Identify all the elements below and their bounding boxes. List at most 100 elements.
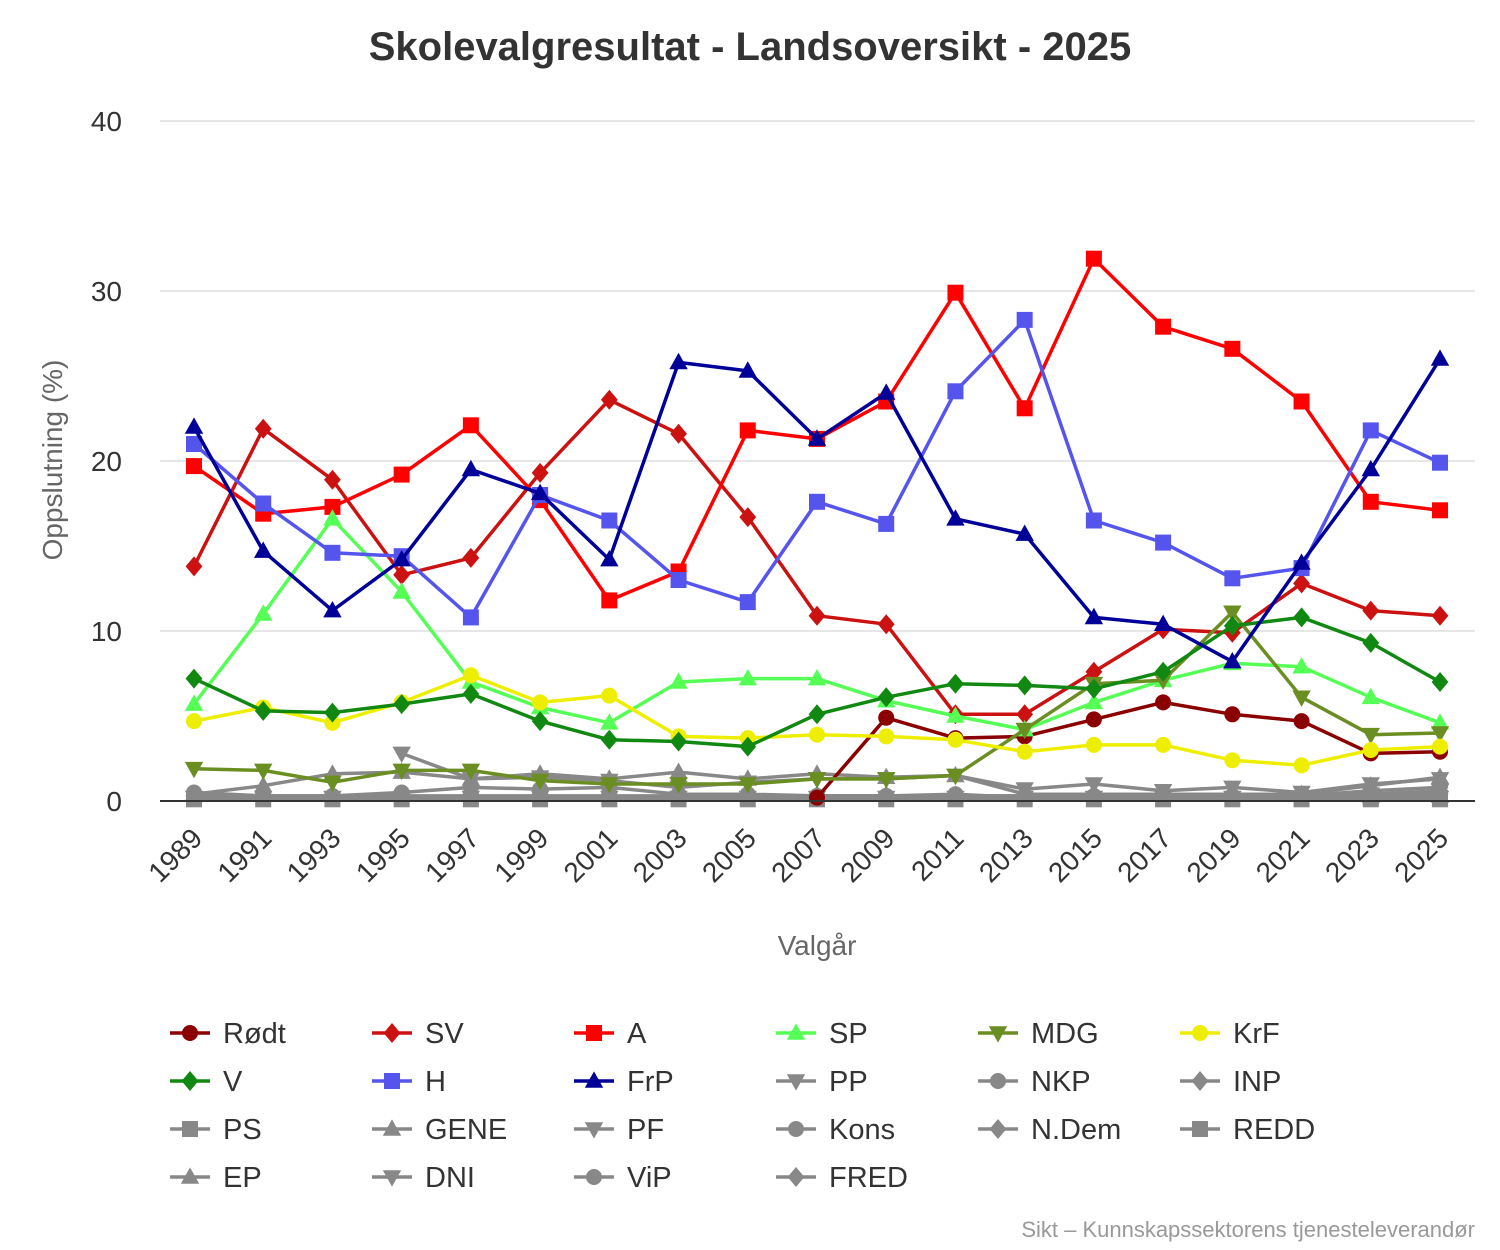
data-point-mdg xyxy=(946,768,965,786)
data-point-sp xyxy=(738,669,757,686)
data-point-sp xyxy=(1292,657,1311,674)
legend-item-ps[interactable]: PS xyxy=(170,1114,262,1146)
legend-label-pf: PF xyxy=(627,1114,664,1146)
legend-label-n-dem: N.Dem xyxy=(1031,1114,1121,1146)
data-point-sv xyxy=(1016,704,1034,725)
data-point-mdg xyxy=(1430,726,1450,743)
legend-item-vip[interactable]: ViP xyxy=(574,1162,672,1194)
legend-item-r-dt[interactable]: Rødt xyxy=(170,1018,286,1050)
x-tick-label: 2025 xyxy=(1388,822,1454,888)
y-axis-ticks: 0 10 20 30 40 xyxy=(91,106,122,817)
legend-label-dni: DNI xyxy=(425,1162,475,1194)
legend-item-dni[interactable]: DNI xyxy=(372,1162,475,1194)
legend-marker-krf xyxy=(1192,1025,1208,1041)
data-point-sv xyxy=(739,507,757,528)
data-point-sp xyxy=(1361,687,1380,705)
legend-marker-h xyxy=(384,1073,400,1089)
legend-item-gene[interactable]: GENE xyxy=(372,1114,507,1146)
data-point-ps xyxy=(739,791,756,808)
data-point-v xyxy=(1016,675,1034,696)
data-point-frp xyxy=(1015,524,1034,541)
data-point-kons xyxy=(1085,787,1102,804)
legend-item-frp[interactable]: FrP xyxy=(574,1066,674,1098)
legend-marker-dni xyxy=(382,1170,402,1187)
legend-label-mdg: MDG xyxy=(1031,1018,1099,1050)
x-tick-label: 1991 xyxy=(211,822,277,888)
data-point-sv xyxy=(1293,573,1310,594)
x-tick-label: 2003 xyxy=(627,822,693,888)
data-point-v xyxy=(1085,678,1103,699)
legend-item-a[interactable]: A xyxy=(574,1018,647,1050)
legend-marker-mdg xyxy=(988,1026,1008,1043)
data-point-h xyxy=(1016,311,1033,328)
legend-marker-a xyxy=(586,1025,602,1041)
data-point-ps xyxy=(324,791,341,808)
data-point-sv xyxy=(254,418,272,439)
series-mdg xyxy=(184,605,1450,794)
x-tick-label: 2007 xyxy=(765,822,831,888)
x-tick-label: 1989 xyxy=(142,822,208,888)
data-point-h xyxy=(462,609,479,626)
data-point-h xyxy=(1362,422,1379,439)
data-point-mdg xyxy=(1015,722,1034,740)
data-point-krf xyxy=(1362,742,1379,758)
data-point-frp xyxy=(807,429,827,446)
legend-marker-vip xyxy=(586,1169,602,1185)
data-point-krf xyxy=(1432,738,1448,755)
data-point-sp xyxy=(946,706,965,723)
data-point-a xyxy=(1155,318,1172,335)
data-point-mdg xyxy=(323,775,342,792)
legend-item-kons[interactable]: Kons xyxy=(776,1114,895,1146)
data-point-h xyxy=(809,493,825,510)
legend-item-pp[interactable]: PP xyxy=(776,1066,868,1098)
legend-item-sp[interactable]: SP xyxy=(776,1018,868,1050)
chart-title: Skolevalgresultat - Landsoversikt - 2025 xyxy=(369,25,1132,69)
legend-item-v[interactable]: V xyxy=(170,1066,243,1098)
data-point-r-dt xyxy=(1224,706,1241,723)
data-point-sv xyxy=(393,564,411,585)
legend-item-nkp[interactable]: NKP xyxy=(978,1066,1091,1098)
x-tick-label: 2017 xyxy=(1111,822,1177,888)
data-point-sv xyxy=(670,423,687,444)
data-point-krf xyxy=(1155,736,1172,753)
data-point-sv xyxy=(600,389,618,410)
legend-item-fred[interactable]: FRED xyxy=(776,1162,908,1194)
legend-marker-sp xyxy=(786,1023,806,1040)
data-point-v xyxy=(808,704,826,725)
data-point-mdg xyxy=(600,777,619,794)
legend-item-h[interactable]: H xyxy=(372,1066,446,1098)
data-point-krf xyxy=(1016,743,1033,760)
legend-item-pf[interactable]: PF xyxy=(574,1114,664,1146)
data-point-sp xyxy=(600,713,619,730)
data-point-gene xyxy=(184,784,204,801)
legend-label-a: A xyxy=(627,1018,647,1050)
y-axis-title: Oppslutning (%) xyxy=(37,360,68,561)
data-point-r-dt xyxy=(809,789,825,806)
legend-label-ep: EP xyxy=(223,1162,262,1194)
data-point-a xyxy=(462,417,479,434)
data-point-frp xyxy=(1223,652,1242,669)
data-point-v xyxy=(670,731,687,752)
legend-item-n-dem[interactable]: N.Dem xyxy=(978,1114,1121,1146)
legend-item-redd[interactable]: REDD xyxy=(1180,1114,1315,1146)
legend-item-sv[interactable]: SV xyxy=(372,1018,464,1050)
x-axis-title: Valgår xyxy=(778,930,857,961)
data-point-a xyxy=(1432,502,1448,519)
x-tick-label: 1997 xyxy=(419,822,485,888)
legend-label-nkp: NKP xyxy=(1031,1066,1091,1098)
legend-marker-nkp xyxy=(990,1073,1006,1089)
legend-item-ep[interactable]: EP xyxy=(170,1162,262,1194)
legend-item-mdg[interactable]: MDG xyxy=(978,1018,1099,1050)
data-point-r-dt xyxy=(1293,713,1310,730)
data-point-frp xyxy=(1361,459,1380,477)
data-point-r-dt xyxy=(1155,694,1172,711)
data-point-kons xyxy=(1224,787,1241,804)
data-point-krf xyxy=(947,731,964,748)
data-point-pf xyxy=(392,746,411,763)
legend-item-krf[interactable]: KrF xyxy=(1180,1018,1280,1050)
legend-item-inp[interactable]: INP xyxy=(1180,1066,1281,1098)
y-tick-label: 30 xyxy=(91,276,122,307)
data-point-sv xyxy=(1085,661,1103,682)
legend-label-kons: Kons xyxy=(829,1114,895,1146)
y-tick-label: 20 xyxy=(91,446,122,477)
